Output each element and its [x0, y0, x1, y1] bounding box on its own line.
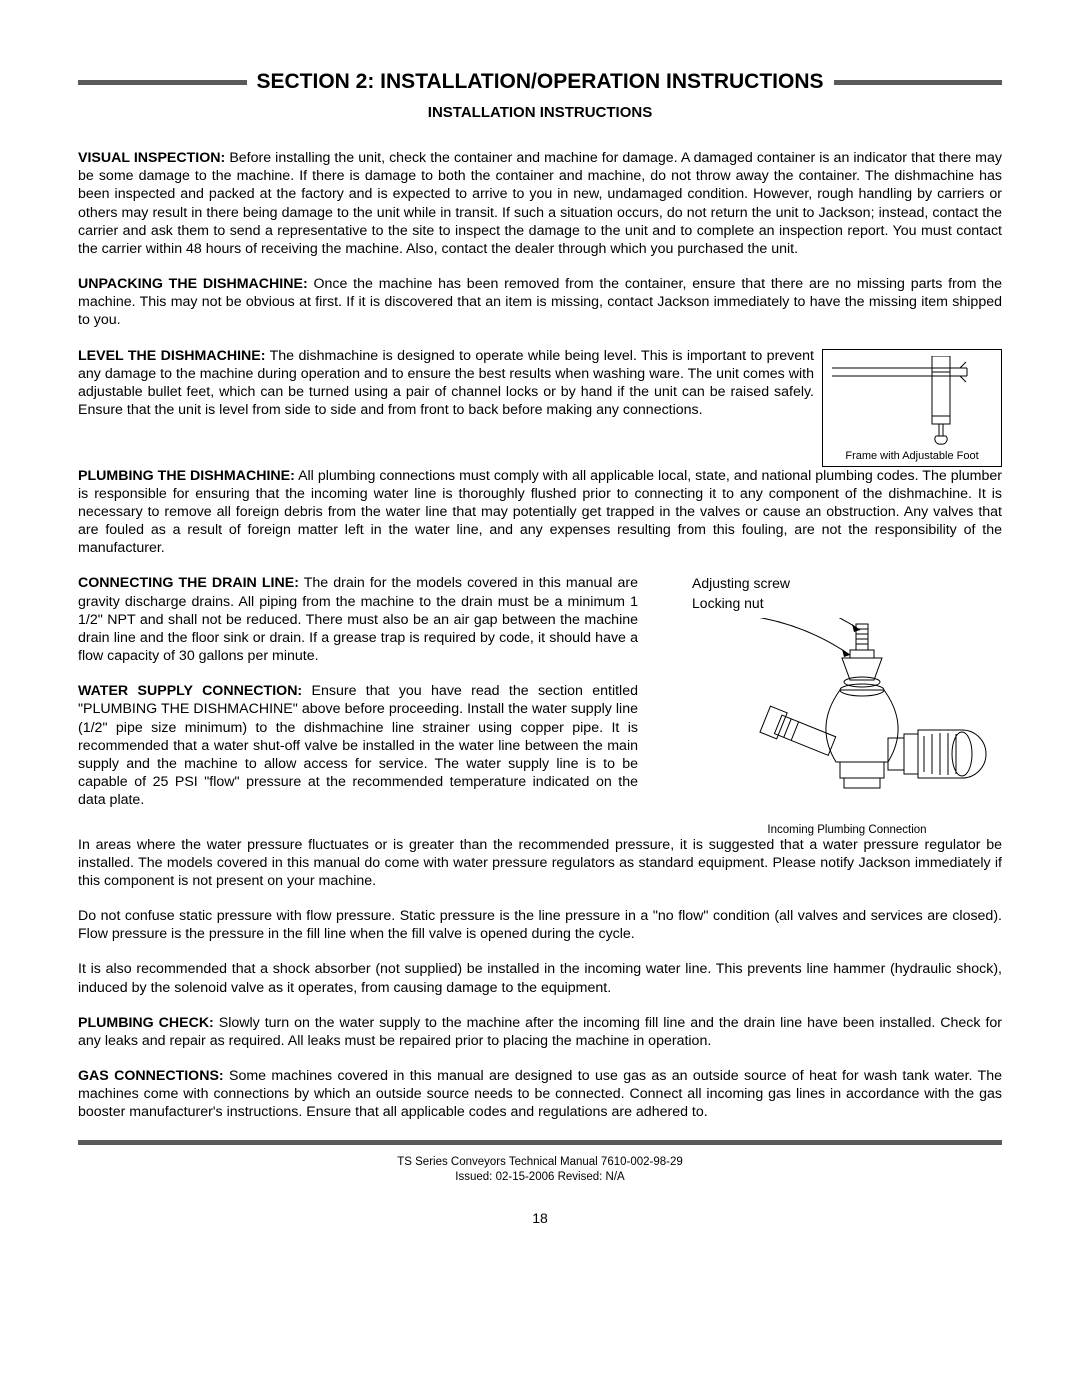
page-number: 18: [78, 1210, 1002, 1226]
run-bold: PLUMBING CHECK:: [78, 1015, 214, 1031]
figure-adjustable-foot: Frame with Adjustable Foot: [822, 349, 1002, 467]
run-text: Do not confuse static pressure with flow…: [78, 908, 1002, 942]
figure-caption: Frame with Adjustable Foot: [829, 450, 995, 462]
section-title-bar: SECTION 2: INSTALLATION/OPERATION INSTRU…: [78, 70, 1002, 94]
run-text: It is also recommended that a shock abso…: [78, 961, 1002, 995]
paragraph-plumbing-check: PLUMBING CHECK: Slowly turn on the water…: [78, 1014, 1002, 1050]
run-bold: CONNECTING THE DRAIN LINE:: [78, 575, 299, 591]
run-text: Ensure that you have read the section en…: [78, 683, 638, 808]
run-bold: WATER SUPPLY CONNECTION:: [78, 683, 302, 699]
paragraph-unpacking: UNPACKING THE DISHMACHINE: Once the mach…: [78, 275, 1002, 330]
footer-text: TS Series Conveyors Technical Manual 761…: [78, 1155, 1002, 1186]
footer-rule: [78, 1140, 1002, 1145]
section-title: SECTION 2: INSTALLATION/OPERATION INSTRU…: [247, 70, 834, 94]
run-bold: VISUAL INSPECTION:: [78, 150, 225, 166]
paragraph-plumbing: PLUMBING THE DISHMACHINE: All plumbing c…: [78, 467, 1002, 558]
run-text: In areas where the water pressure fluctu…: [78, 837, 1002, 889]
adjustable-foot-icon: [832, 356, 992, 446]
run-text: Slowly turn on the water supply to the m…: [78, 1015, 1002, 1049]
paragraph-gas-connections: GAS CONNECTIONS: Some machines covered i…: [78, 1067, 1002, 1122]
figure-labels: Adjusting screw Locking nut: [692, 574, 1002, 613]
run-bold: UNPACKING THE DISHMACHINE:: [78, 276, 308, 292]
figure-caption: Incoming Plumbing Connection: [692, 824, 1002, 836]
run-text: Before installing the unit, check the co…: [78, 150, 1002, 257]
paragraph-shock-absorber: It is also recommended that a shock abso…: [78, 960, 1002, 996]
paragraph-water-supply: WATER SUPPLY CONNECTION: Ensure that you…: [78, 682, 638, 809]
paragraph-pressure-regulator: In areas where the water pressure fluctu…: [78, 836, 1002, 891]
subtitle: INSTALLATION INSTRUCTIONS: [78, 104, 1002, 121]
run-bold: GAS CONNECTIONS:: [78, 1068, 224, 1084]
run-bold: PLUMBING THE DISHMACHINE:: [78, 468, 295, 484]
paragraph-drain-line: CONNECTING THE DRAIN LINE: The drain for…: [78, 574, 638, 665]
label-locking-nut: Locking nut: [692, 594, 1002, 614]
rule-left: [78, 80, 247, 85]
paragraph-visual-inspection: VISUAL INSPECTION: Before installing the…: [78, 149, 1002, 258]
rule-right: [834, 80, 1003, 85]
paragraph-static-pressure: Do not confuse static pressure with flow…: [78, 907, 1002, 943]
page-container: SECTION 2: INSTALLATION/OPERATION INSTRU…: [0, 0, 1080, 1397]
footer-line-2: Issued: 02-15-2006 Revised: N/A: [78, 1170, 1002, 1186]
run-bold: LEVEL THE DISHMACHINE:: [78, 348, 265, 364]
footer-line-1: TS Series Conveyors Technical Manual 761…: [78, 1155, 1002, 1171]
figure-plumbing-connection: Adjusting screw Locking nut: [692, 574, 1002, 835]
plumbing-connection-icon: [692, 618, 992, 818]
label-adjusting-screw: Adjusting screw: [692, 574, 1002, 594]
